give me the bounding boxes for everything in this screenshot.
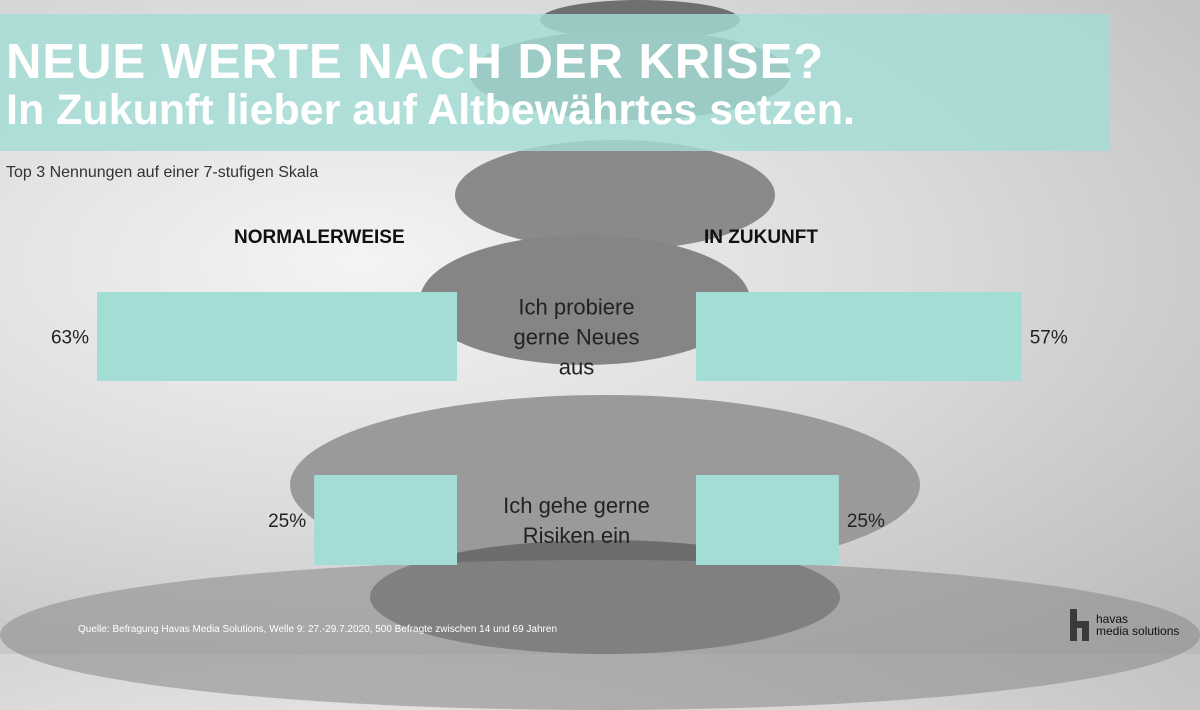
title-banner: NEUE WERTE NACH DER KRISE? In Zukunft li… <box>0 14 1110 151</box>
logo-text: havas media solutions <box>1096 613 1179 637</box>
series-header-left: NORMALERWEISE <box>234 227 405 248</box>
category-label-line: aus <box>559 355 594 380</box>
value-label-normalerweise-2: 25% <box>268 511 306 532</box>
value-label-in-zukunft-1: 57% <box>1030 328 1068 349</box>
value-label-normalerweise-1: 63% <box>51 328 89 349</box>
logo-line1: havas <box>1096 612 1129 626</box>
logo-line2: media solutions <box>1096 624 1180 638</box>
bar-in-zukunft-1 <box>696 292 1022 381</box>
value-label-in-zukunft-2: 25% <box>847 511 885 532</box>
category-label-line: Ich probiere <box>518 295 634 320</box>
title-line2: In Zukunft lieber auf Altbewährtes setze… <box>6 86 855 134</box>
category-label-line: Risiken ein <box>523 523 631 548</box>
source-note: Quelle: Befragung Havas Media Solutions,… <box>78 624 558 635</box>
butterfly-bar-chart: 63% 57% Ich probiere gerne Neues aus 25% 25% Ic… <box>51 292 1068 565</box>
series-header-right: IN ZUKUNFT <box>704 227 818 248</box>
category-label-line: gerne Neues <box>514 325 640 350</box>
subtitle: Top 3 Nennungen auf einer 7-stufigen Ska… <box>6 164 319 181</box>
title-line1: NEUE WERTE NACH DER KRISE? <box>6 35 825 89</box>
category-label-1: Ich probiere gerne Neues aus <box>514 295 640 380</box>
havas-logo: havas media solutions <box>1068 607 1198 647</box>
havas-h-icon <box>1070 609 1089 641</box>
category-label-line: Ich gehe gerne <box>503 493 650 518</box>
bar-in-zukunft-2 <box>696 475 839 565</box>
category-label-2: Ich gehe gerne Risiken ein <box>503 493 650 548</box>
bar-normalerweise-2 <box>314 475 457 565</box>
bar-normalerweise-1 <box>97 292 457 381</box>
